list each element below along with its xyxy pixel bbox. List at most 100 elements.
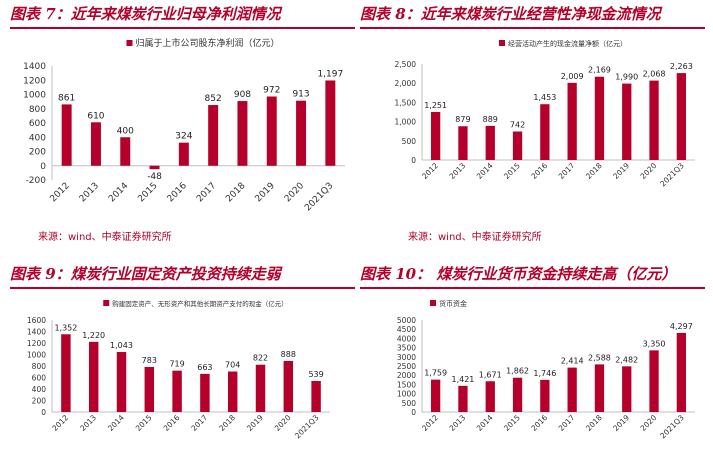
source-note: 来源：wind、中泰证券研究所 [38, 232, 172, 243]
data-label: 888 [281, 350, 296, 359]
data-label: 324 [175, 132, 192, 142]
y-tick-label: 0 [41, 408, 46, 417]
x-tick-label: 2021Q3 [293, 413, 321, 441]
bar [622, 366, 632, 412]
bar [325, 80, 336, 166]
bar [208, 105, 219, 166]
data-label: 861 [58, 93, 75, 103]
data-label: 879 [455, 115, 470, 124]
y-tick-label: 1,500 [395, 98, 417, 107]
bar [540, 379, 550, 412]
bar [485, 125, 495, 160]
data-label: 610 [87, 111, 104, 121]
bar-chart-fixed-asset-investment: 购建固定资产、无形资产和其他长期资产支付的现金（亿元） 0 200 400 600 800… [27, 299, 330, 441]
x-tick-label: 2012 [420, 413, 440, 433]
legend-swatch [103, 300, 110, 306]
data-label: 2,588 [588, 353, 611, 362]
data-label: 1,251 [424, 101, 447, 110]
x-tick-label: 2013 [447, 413, 467, 433]
legend-swatch [126, 40, 133, 46]
data-label: 972 [263, 85, 280, 95]
bar [227, 371, 238, 412]
chart-panel-3: 图表 9：煤炭行业固定资产投资持续走弱 购建固定资产、无形资产和其他长期资产支付… [10, 262, 355, 452]
x-tick-label: 2018 [584, 161, 604, 181]
data-label: 1,862 [506, 367, 529, 376]
bar-chart-monetary-funds: 货币资金 050010001500200025003000350040004500… [397, 299, 695, 440]
bar [178, 142, 189, 166]
y-tick-label: 500 [402, 399, 417, 408]
bar [594, 76, 605, 160]
y-tick-label: 600 [32, 374, 47, 383]
x-tick-label: 2014 [106, 413, 126, 433]
x-tick-label: 2015 [136, 181, 159, 204]
bar [116, 352, 127, 412]
panel-title: 图表 8：近年来煤炭行业经营性净现金流情况 [360, 5, 661, 23]
data-label: 1,990 [615, 73, 638, 82]
bar [172, 370, 182, 412]
bar [149, 165, 160, 170]
title-divider [10, 27, 355, 29]
bar [594, 364, 605, 412]
bar [266, 96, 277, 166]
bar [567, 367, 577, 412]
x-tick-label: 2016 [162, 413, 182, 433]
y-tick-label: 500 [402, 137, 417, 146]
data-label: 852 [205, 94, 222, 104]
data-label: 539 [308, 370, 323, 379]
bar [458, 126, 468, 160]
y-tick-label: 1,000 [395, 118, 417, 127]
x-tick-label: 2014 [475, 161, 495, 181]
x-tick-label: 2021Q3 [658, 161, 686, 189]
x-tick-label: 2018 [224, 181, 247, 204]
data-label: 663 [197, 363, 212, 372]
y-tick-label: 1600 [27, 316, 46, 325]
y-tick-label: 1400 [23, 62, 46, 72]
data-label: 1,453 [533, 93, 556, 102]
data-label: 2,414 [561, 357, 584, 366]
bar [512, 131, 523, 160]
x-tick-label: 2020 [273, 413, 293, 433]
bar [61, 104, 72, 166]
x-tick-label: 2013 [78, 413, 98, 433]
y-tick-label: 800 [29, 105, 46, 115]
x-tick-label: 2015 [134, 413, 154, 433]
y-tick-label: 4500 [397, 325, 416, 334]
data-label: 742 [510, 121, 525, 130]
data-label: 783 [142, 356, 157, 365]
data-label: 1,043 [110, 341, 133, 350]
y-tick-label: 2000 [397, 371, 416, 380]
y-tick-label: 1500 [397, 380, 416, 389]
data-label: 2,009 [561, 72, 584, 81]
bar [431, 379, 441, 412]
y-tick-label: 400 [29, 133, 46, 143]
x-tick-label: 2015 [502, 161, 522, 181]
x-tick-label: 2017 [195, 181, 218, 204]
data-label: 4,297 [670, 322, 693, 331]
bar-chart-net-profit: 归属于上市公司股东净利润（亿元） -200 0 200 400 600 800 1000 120… [23, 37, 345, 213]
x-tick-label: 2014 [475, 413, 495, 433]
bar [540, 104, 550, 160]
bar [296, 100, 307, 166]
x-tick-label: 2021Q3 [303, 181, 335, 213]
legend-label: 经营活动产生的现金流量净额（亿元） [508, 39, 627, 48]
x-tick-label: 2020 [639, 413, 659, 433]
bar [649, 350, 659, 412]
legend-swatch [499, 40, 505, 46]
x-tick-label: 2018 [217, 413, 237, 433]
bar [283, 360, 294, 412]
x-tick-label: 2018 [584, 413, 604, 433]
x-tick-label: 2013 [78, 181, 101, 204]
title-divider [360, 287, 705, 289]
legend-label: 购建固定资产、无形资产和其他长期资产支付的现金（亿元） [112, 299, 288, 308]
y-tick-label: 200 [32, 397, 47, 406]
bar [61, 334, 71, 412]
x-tick-label: 2016 [529, 161, 549, 181]
y-tick-label: 5000 [397, 316, 416, 325]
bar [676, 73, 686, 160]
x-tick-label: 2013 [447, 161, 467, 181]
data-label: 1,759 [424, 369, 447, 378]
data-label: 889 [483, 115, 498, 124]
bar [676, 332, 686, 412]
x-tick-label: 2020 [283, 181, 306, 204]
data-label: 1,421 [451, 375, 474, 384]
